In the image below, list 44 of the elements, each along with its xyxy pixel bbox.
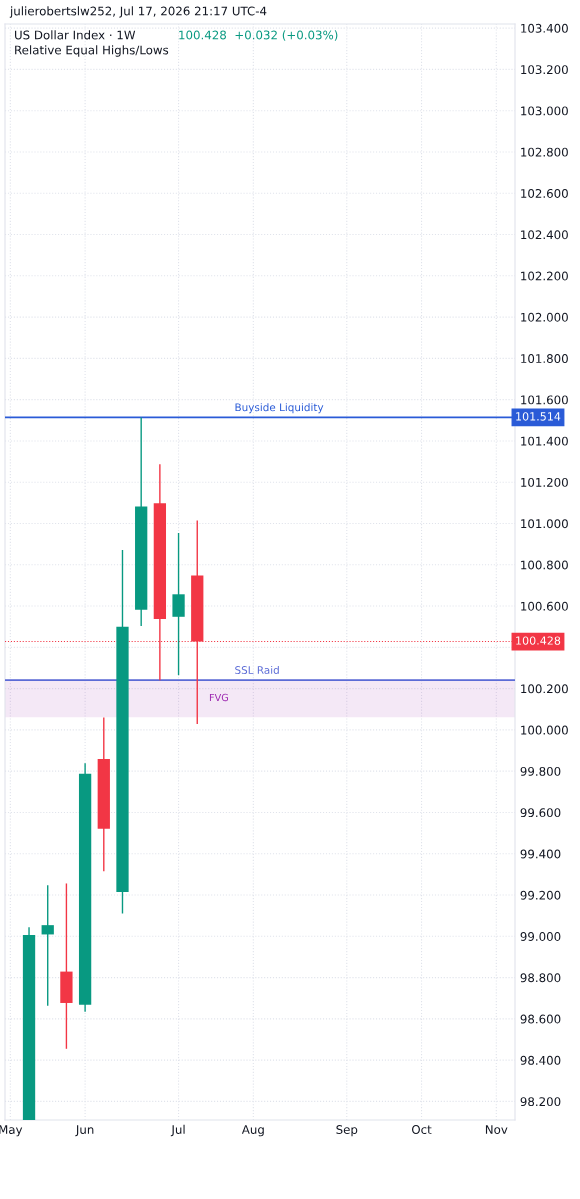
y-tick-label: 102.800: [521, 147, 568, 157]
y-tick-label: 98.200: [520, 1097, 561, 1107]
y-tick-label: 103.000: [521, 106, 568, 116]
x-tick-label: Jul: [170, 1124, 185, 1137]
text: 101.514: [516, 412, 561, 421]
x-tick-label: Aug: [241, 1125, 264, 1137]
x-tick-label: Oct: [412, 1125, 432, 1134]
y-tick-label: 102.400: [521, 230, 568, 240]
y-tick-label: 100.800: [521, 560, 568, 570]
y-tick-label: 98.400: [520, 1055, 561, 1065]
chart-subtitle: US Dollar Index · 1W: [15, 30, 136, 40]
y-tick-label: 101.600: [521, 395, 568, 405]
y-tick-label: 99.200: [520, 890, 561, 900]
band-label: FVG: [209, 693, 228, 702]
candlestick: [172, 532, 185, 676]
x-tick-label: May: [0, 1125, 23, 1137]
annotation: 100.428 +0.032 (+0.03%): [179, 30, 338, 41]
y-tick-label: 98.800: [520, 973, 561, 983]
y-tick-label: 100.000: [521, 725, 568, 735]
y-tick-label: 100.200: [521, 684, 568, 694]
y-tick-label: 99.800: [520, 766, 561, 776]
y-tick-label: 99.600: [520, 808, 561, 818]
annotation: Relative Equal Highs/Lows: [15, 45, 169, 57]
y-tick-label: 101.400: [521, 436, 568, 446]
ref-line-label: Buyside Liquidity: [235, 403, 324, 414]
y-tick-label: 102.600: [521, 188, 568, 198]
x-tick-label: Nov: [485, 1125, 508, 1134]
y-tick-label: 102.200: [521, 271, 568, 281]
y-tick-label: 100.600: [521, 601, 568, 611]
y-tick-label: 99.000: [520, 932, 561, 941]
y-tick-label: 103.400: [521, 23, 568, 33]
y-tick-label: 102.000: [521, 312, 568, 322]
x-tick-label: Sep: [336, 1125, 358, 1137]
y-tick-label: 101.200: [521, 477, 568, 487]
y-tick-label: 98.600: [520, 1014, 561, 1024]
x-tick-label: Jun: [75, 1125, 94, 1137]
y-tick-label: 101.000: [521, 519, 568, 529]
y-tick-label: 101.800: [521, 354, 568, 364]
y-tick-label: 99.400: [520, 849, 561, 859]
y-tick-label: 103.200: [521, 65, 568, 75]
chart-title: julierobertslw252, Jul 17, 2026 21:17 UTC-4: [9, 6, 267, 18]
ref-line-label: SSL Raid: [235, 665, 279, 674]
ref-line-label: 100.428: [516, 636, 561, 645]
candlestick: [41, 884, 54, 1007]
